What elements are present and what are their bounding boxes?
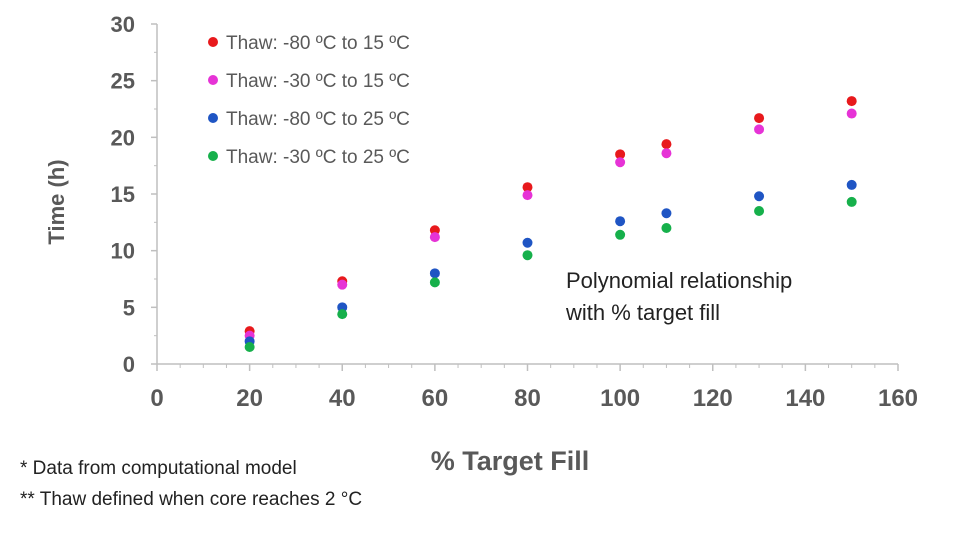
x-tick-label: 0 xyxy=(150,385,163,412)
data-point-series-4 xyxy=(429,277,440,288)
x-tick-label: 160 xyxy=(878,385,918,412)
y-tick-label: 5 xyxy=(123,295,135,320)
data-point-series-3 xyxy=(661,208,672,219)
legend-marker-series-3 xyxy=(208,113,218,123)
legend-label-series-4: Thaw: -30 ºC to 25 ºC xyxy=(226,147,410,168)
footnote-model: * Data from computational model xyxy=(20,458,297,479)
data-point-series-1 xyxy=(754,113,765,124)
legend-label-series-1: Thaw: -80 ºC to 15 ºC xyxy=(226,33,410,54)
x-tick-label: 40 xyxy=(329,385,356,412)
data-point-series-4 xyxy=(337,309,348,320)
data-point-series-3 xyxy=(754,191,765,202)
y-tick-label: 0 xyxy=(123,352,135,377)
data-point-series-2 xyxy=(337,279,348,290)
data-point-series-2 xyxy=(429,232,440,243)
data-point-series-1 xyxy=(615,149,626,160)
data-point-series-2 xyxy=(846,108,857,119)
data-point-series-4 xyxy=(661,223,672,233)
legend-marker-series-2 xyxy=(208,75,218,85)
x-tick-label: 20 xyxy=(236,385,263,412)
data-point-series-1 xyxy=(846,96,857,107)
footnote-thaw-definition: ** Thaw defined when core reaches 2 °C xyxy=(20,489,363,510)
x-tick-label: 140 xyxy=(785,385,825,412)
data-point-series-4 xyxy=(846,196,857,207)
data-point-series-3 xyxy=(846,179,857,190)
data-point-series-3 xyxy=(522,237,533,248)
data-point-series-2 xyxy=(522,190,533,201)
data-point-series-1 xyxy=(522,182,533,193)
data-point-series-4 xyxy=(615,229,626,240)
y-tick-label: 25 xyxy=(111,69,135,94)
data-point-series-3 xyxy=(615,216,626,227)
x-tick-label: 80 xyxy=(514,385,541,412)
x-tick-label: 120 xyxy=(693,385,733,412)
y-tick-label: 15 xyxy=(111,182,135,207)
data-point-series-2 xyxy=(754,124,765,135)
y-axis-label: Time (h) xyxy=(44,159,69,244)
legend-marker-series-4 xyxy=(208,151,218,161)
annotation-text: Polynomial relationship xyxy=(566,268,792,293)
legend-label-series-2: Thaw: -30 ºC to 15 ºC xyxy=(226,71,410,92)
y-tick-label: 20 xyxy=(111,125,135,150)
data-point-series-1 xyxy=(661,139,672,150)
data-point-series-4 xyxy=(244,342,255,352)
data-point-series-3 xyxy=(429,268,440,279)
data-point-series-4 xyxy=(522,250,533,261)
x-tick-label: 100 xyxy=(600,385,640,412)
data-point-series-2 xyxy=(615,157,626,168)
x-axis-label: % Target Fill xyxy=(431,446,590,476)
data-point-series-2 xyxy=(661,148,672,159)
x-tick-label: 60 xyxy=(422,385,449,412)
legend-label-series-3: Thaw: -80 ºC to 25 ºC xyxy=(226,109,410,130)
annotation-text: with % target fill xyxy=(565,300,720,325)
data-point-series-4 xyxy=(754,206,765,216)
y-tick-label: 30 xyxy=(111,12,135,37)
legend-marker-series-1 xyxy=(208,37,218,47)
y-tick-label: 10 xyxy=(111,239,135,264)
